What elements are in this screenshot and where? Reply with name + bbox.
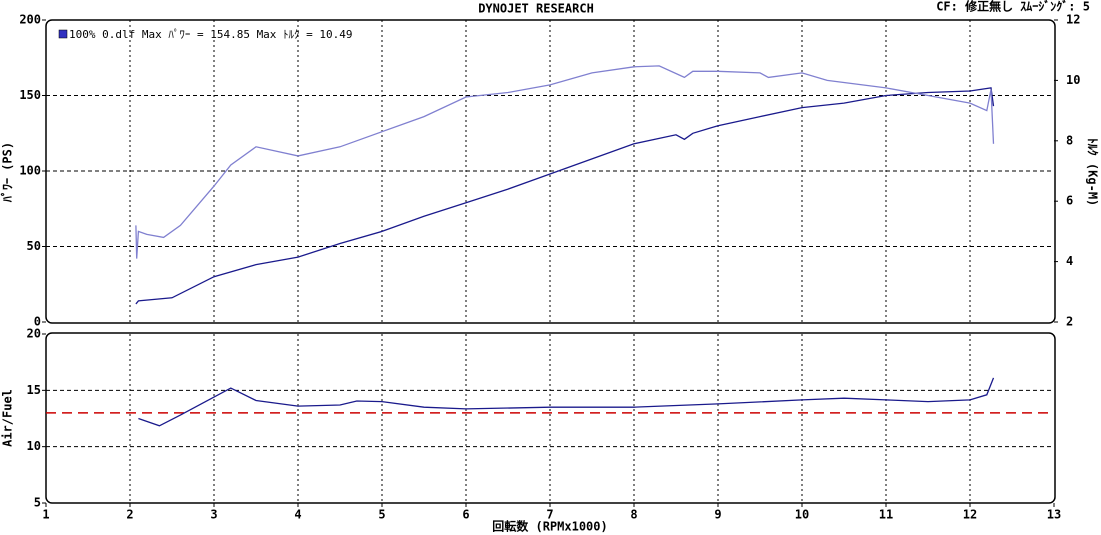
y2-tick-label: 8 [1066, 133, 1073, 147]
series-line [135, 65, 995, 259]
x-tick-label: 2 [126, 508, 133, 522]
y2-tick-label: 6 [1066, 194, 1073, 208]
y-tick-label: 15 [27, 383, 41, 397]
x-tick-label: 8 [630, 508, 637, 522]
y-tick-label: 50 [27, 239, 41, 253]
bottom-panel [45, 332, 1056, 504]
y-axis-label: ﾊﾟﾜｰ (PS) [0, 142, 15, 203]
y-axis-label: Air/Fuel [1, 389, 15, 447]
y-tick-label: 100 [19, 164, 41, 178]
y2-tick-label: 12 [1066, 13, 1080, 27]
y-tick-label: 0 [34, 315, 41, 329]
x-tick-label: 10 [795, 508, 809, 522]
x-tick-label: 3 [210, 508, 217, 522]
x-tick-label: 1 [42, 508, 49, 522]
y-tick-label: 200 [19, 13, 41, 27]
legend: 100% 0.dlf Max ﾊﾟﾜｰ = 154.85 Max ﾄﾙｸ = 1… [69, 28, 353, 41]
y-tick-label: 20 [27, 327, 41, 341]
y-tick-label: 10 [27, 439, 41, 453]
x-tick-label: 6 [462, 508, 469, 522]
y-tick-label: 5 [34, 496, 41, 510]
y2-tick-label: 4 [1066, 254, 1073, 268]
settings: CF: 修正無し ｽﾑｰｼﾞﾝｸﾞ: 5 [936, 0, 1090, 14]
series-line [135, 87, 995, 305]
y2-tick-label: 2 [1066, 315, 1073, 329]
x-tick-label: 9 [714, 508, 721, 522]
x-tick-label: 4 [294, 508, 301, 522]
x-tick-label: 11 [879, 508, 893, 522]
x-tick-label: 12 [963, 508, 977, 522]
series-line [138, 377, 995, 427]
x-tick-label: 5 [378, 508, 385, 522]
x-axis-label: 回転数 (RPMx1000) [492, 519, 607, 534]
x-tick-label: 7 [546, 508, 553, 522]
y-tick-label: 150 [19, 88, 41, 102]
x-tick-label: 13 [1047, 508, 1061, 522]
y2-axis-label: ﾄﾙｸ (Kg-M) [1086, 138, 1100, 207]
y2-tick-label: 10 [1066, 73, 1080, 87]
legend-swatch [58, 29, 68, 39]
title: DYNOJET RESEARCH [478, 2, 594, 16]
